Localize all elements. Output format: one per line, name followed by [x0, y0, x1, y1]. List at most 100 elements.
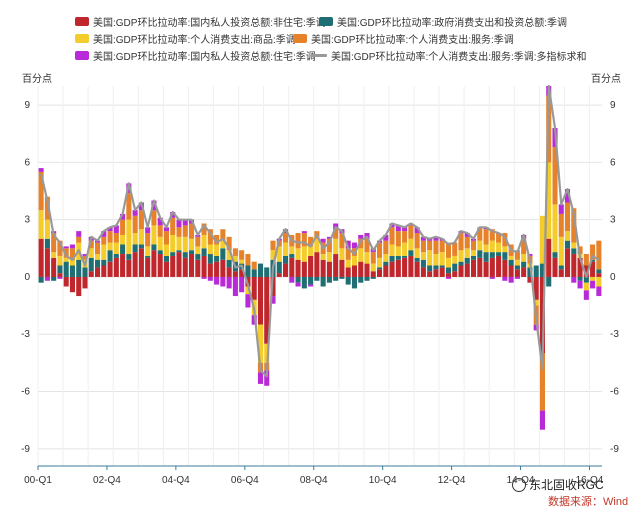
bar-segment [596, 240, 602, 270]
bar-segment [195, 246, 201, 255]
bar-segment [51, 257, 57, 277]
bar-segment [496, 233, 502, 243]
legend-swatch [75, 17, 89, 26]
bar-segment [145, 227, 151, 234]
bar-segment [283, 233, 289, 243]
bar-segment [383, 240, 389, 255]
bar-segment [195, 254, 201, 260]
bar-segment [95, 259, 101, 268]
bar-segment [514, 276, 520, 279]
bar-segment [596, 276, 602, 287]
bar-segment [351, 276, 357, 289]
legend-label: 美国:GDP环比拉动率:政府消费支出和投资总额:季调 [337, 18, 568, 29]
bar-segment [270, 250, 276, 260]
bar-segment [326, 261, 332, 277]
bar-segment [289, 246, 295, 255]
bar-segment [107, 227, 113, 232]
bar-segment [345, 276, 351, 285]
bar-segment [132, 244, 138, 253]
x-tick-label: 12-Q4 [438, 475, 466, 486]
y-tick-label-left: -6 [21, 387, 30, 398]
bar-segment [471, 255, 477, 260]
bar-segment [88, 240, 94, 249]
bar-segment [339, 248, 345, 260]
bar-segment [301, 246, 307, 262]
bar-segment [477, 240, 483, 251]
bar-segment [521, 238, 527, 255]
bar-segment [320, 254, 326, 260]
bar-segment [264, 370, 270, 386]
bar-segment [358, 234, 364, 239]
bar-segment [333, 229, 339, 239]
bar-segment [245, 265, 251, 277]
bar-segment [201, 223, 207, 235]
bar-segment [333, 238, 339, 255]
bar-segment [251, 261, 257, 270]
bar-segment [358, 276, 364, 283]
bar-segment [220, 248, 226, 260]
bar-segment [351, 242, 357, 249]
bar-segment [138, 248, 144, 277]
bar-segment [207, 229, 213, 245]
bar-segment [539, 353, 545, 411]
bar-segment [445, 267, 451, 274]
bar-segment [63, 246, 69, 249]
bar-segment [226, 250, 232, 260]
bar-segment [257, 276, 263, 325]
bar-segment [508, 255, 514, 260]
bar-segment [314, 276, 320, 281]
bar-segment [402, 242, 408, 256]
x-tick-label: 02-Q4 [93, 475, 121, 486]
legend-item-4[interactable]: 美国:GDP环比拉动率:个人消费支出:服务:季调 [293, 31, 514, 46]
legend-item-3[interactable]: 美国:GDP环比拉动率:个人消费支出:商品:季调 [75, 31, 296, 46]
bar-segment [420, 267, 426, 277]
bar-segment [295, 276, 301, 283]
bar-segment [320, 276, 326, 287]
bar-segment [145, 233, 151, 247]
bar-segment [571, 248, 577, 255]
watermark: 东北固收RGC [512, 476, 604, 493]
legend-item-6[interactable]: 美国:GDP环比拉动率:个人消费支出:服务:季调:多指标求和 [311, 48, 587, 63]
legend-item-5[interactable]: 美国:GDP环比拉动率:国内私人投资总额:住宅:季调 [75, 48, 316, 63]
bar-segment [395, 255, 401, 260]
bar-segment [351, 255, 357, 266]
bar-segment [489, 240, 495, 253]
y-tick-label-left: -3 [21, 329, 30, 340]
bar-segment [445, 273, 451, 277]
bar-segment [546, 238, 552, 277]
bar-segment [571, 276, 577, 283]
bar-segment [239, 259, 245, 264]
bar-segment [176, 252, 182, 277]
bar-segment [521, 261, 527, 268]
bar-segment [301, 276, 307, 289]
y-tick-label-right: 9 [610, 100, 616, 111]
bar-segment [471, 250, 477, 256]
bar-segment [326, 238, 332, 253]
bar-segment [433, 265, 439, 270]
bar-segment [283, 242, 289, 256]
bar-segment [508, 276, 514, 283]
bar-segment [38, 276, 44, 283]
bar-segment [301, 231, 307, 234]
bar-segment [232, 248, 238, 256]
bar-segment [264, 343, 270, 363]
bar-segment [101, 265, 107, 277]
legend-item-1[interactable]: 美国:GDP环比拉动率:国内私人投资总额:非住宅:季调 [75, 14, 326, 29]
bar-segment [207, 263, 213, 277]
bar-segment [502, 276, 508, 281]
bar-segment [514, 259, 520, 266]
bar-segment [245, 294, 251, 308]
bar-segment [38, 210, 44, 239]
bar-segment [239, 276, 245, 293]
bar-segment [283, 263, 289, 277]
bar-segment [295, 233, 301, 249]
bar-segment [471, 259, 477, 277]
bar-segment [189, 238, 195, 251]
bar-segment [57, 276, 63, 279]
legend-item-2[interactable]: 美国:GDP环比拉动率:政府消费支出和投资总额:季调 [319, 14, 567, 29]
y-tick-label-left: 0 [24, 272, 30, 283]
bar-segment [276, 261, 282, 274]
bar-segment [113, 242, 119, 255]
bar-segment [408, 225, 414, 239]
